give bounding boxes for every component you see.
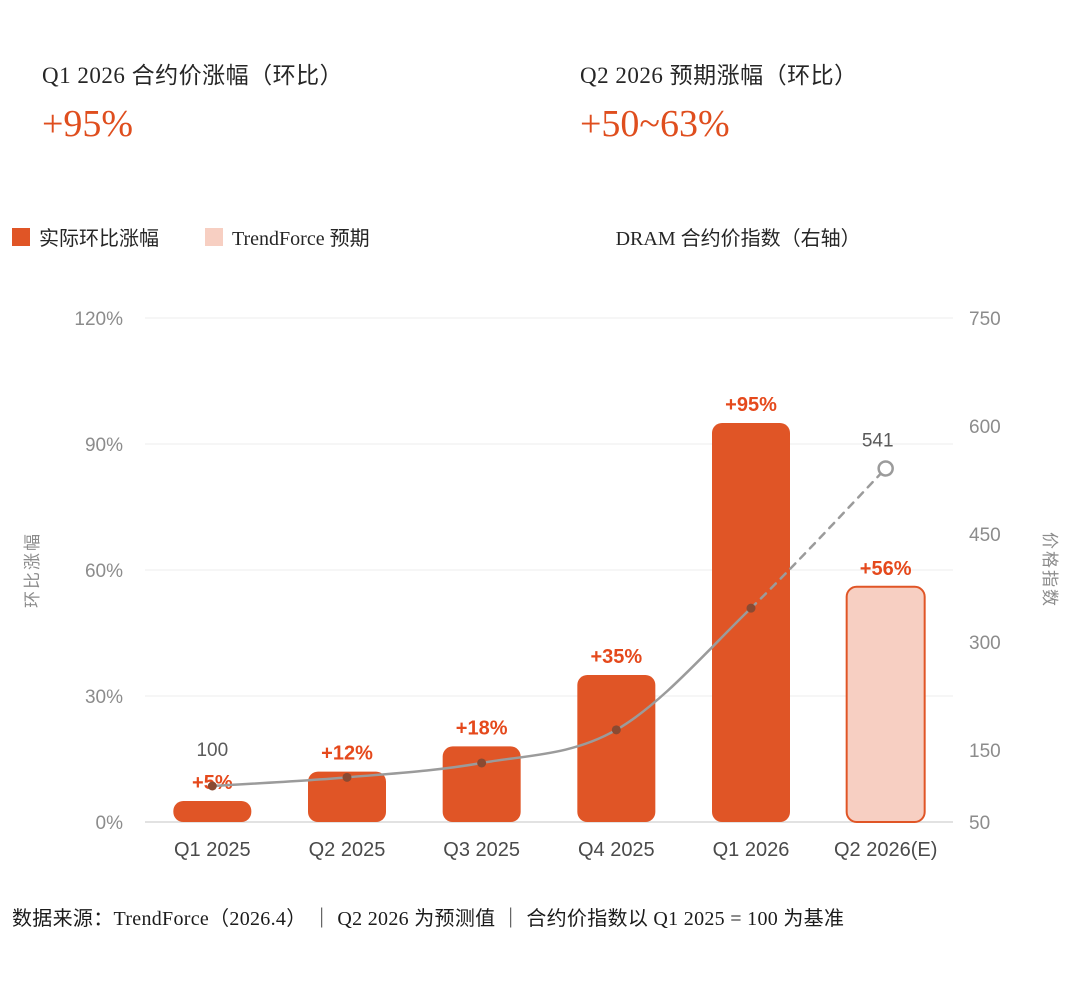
x-axis-label: Q1 2026 [713,839,790,861]
actual-color-swatch-icon [12,227,30,246]
combo-chart: 0% 30% 60% 90% 120% 50 150 300 450 600 750 环比涨幅 价格指数… [0,300,1080,890]
left-axis-tick: 90% [85,435,123,456]
left-axis-tick: 60% [85,561,123,582]
stat-q2-2026-value: +50~63% [580,103,730,145]
stat-q1-2026: Q1 2026 合约价涨幅（环比） +95% [42,56,343,146]
bar [577,675,656,822]
stat-q1-2026-label: Q1 2026 合约价涨幅（环比） [42,63,344,88]
right-axis-tick: 750 [969,309,1001,330]
source-note: 数据来源：TrendForce（2026.4） ｜ Q2 2026 为预测值 ｜… [12,908,845,930]
legend-item-actual: 实际环比涨幅 [12,222,159,251]
bar [308,771,386,822]
line-point [611,725,621,735]
stat-q2-2026: Q2 2026 预期涨幅（环比） +50~63% [580,56,858,146]
bar-label: +35% [590,646,642,668]
x-axis-label: Q4 2025 [578,839,655,861]
line-start-label: 100 [196,740,228,761]
line-point [477,758,487,768]
chart-legend: 实际环比涨幅 TrendForce 预期 DRAM 合约价指数（右轴） [12,222,907,251]
bar [712,423,790,822]
right-axis-tick: 450 [969,525,1001,546]
right-axis-tick: 150 [969,741,1001,762]
bar-label: +56% [860,558,912,580]
legend-forecast-label: TrendForce 预期 [232,228,370,250]
right-axis-tick: 300 [969,633,1001,654]
left-axis-tick: 30% [85,687,123,708]
left-axis-tick: 0% [96,813,124,834]
stat-q2-2026-label: Q2 2026 预期涨幅（环比） [580,63,858,88]
forecast-bar [845,585,926,823]
legend-actual-label: 实际环比涨幅 [39,228,159,250]
stat-q1-2026-value: +95% [42,103,134,145]
bar-label: +12% [321,743,373,765]
line-point-forecast [877,460,894,477]
legend-item-forecast: TrendForce 预期 [205,222,370,251]
legend-item-index-line: DRAM 合约价指数（右轴） [616,222,861,251]
forecast-color-swatch-icon [205,227,223,246]
right-axis-title: 价格指数 [1040,532,1059,608]
bar [173,801,252,822]
legend-line-label: DRAM 合约价指数（右轴） [615,228,861,250]
line-point [342,772,352,782]
combo-chart-svg: 0% 30% 60% 90% 120% 50 150 300 450 600 750 环比涨幅 价格指数… [23,309,1059,861]
x-axis-label: Q2 2025 [309,839,386,861]
line-end-label: 541 [862,430,894,451]
bar-label: +95% [725,394,777,416]
bar-label: +18% [456,717,508,739]
line-point [746,603,756,613]
right-axis-tick: 600 [969,417,1001,438]
x-axis-label: Q3 2025 [443,839,520,861]
x-axis-label: Q1 2025 [174,839,251,861]
line-point [207,781,217,791]
left-axis-title: 环比涨幅 [23,532,42,608]
right-axis-tick: 50 [969,813,990,834]
x-axis-label: Q2 2026(E) [834,839,937,861]
left-axis-tick: 120% [74,309,123,330]
